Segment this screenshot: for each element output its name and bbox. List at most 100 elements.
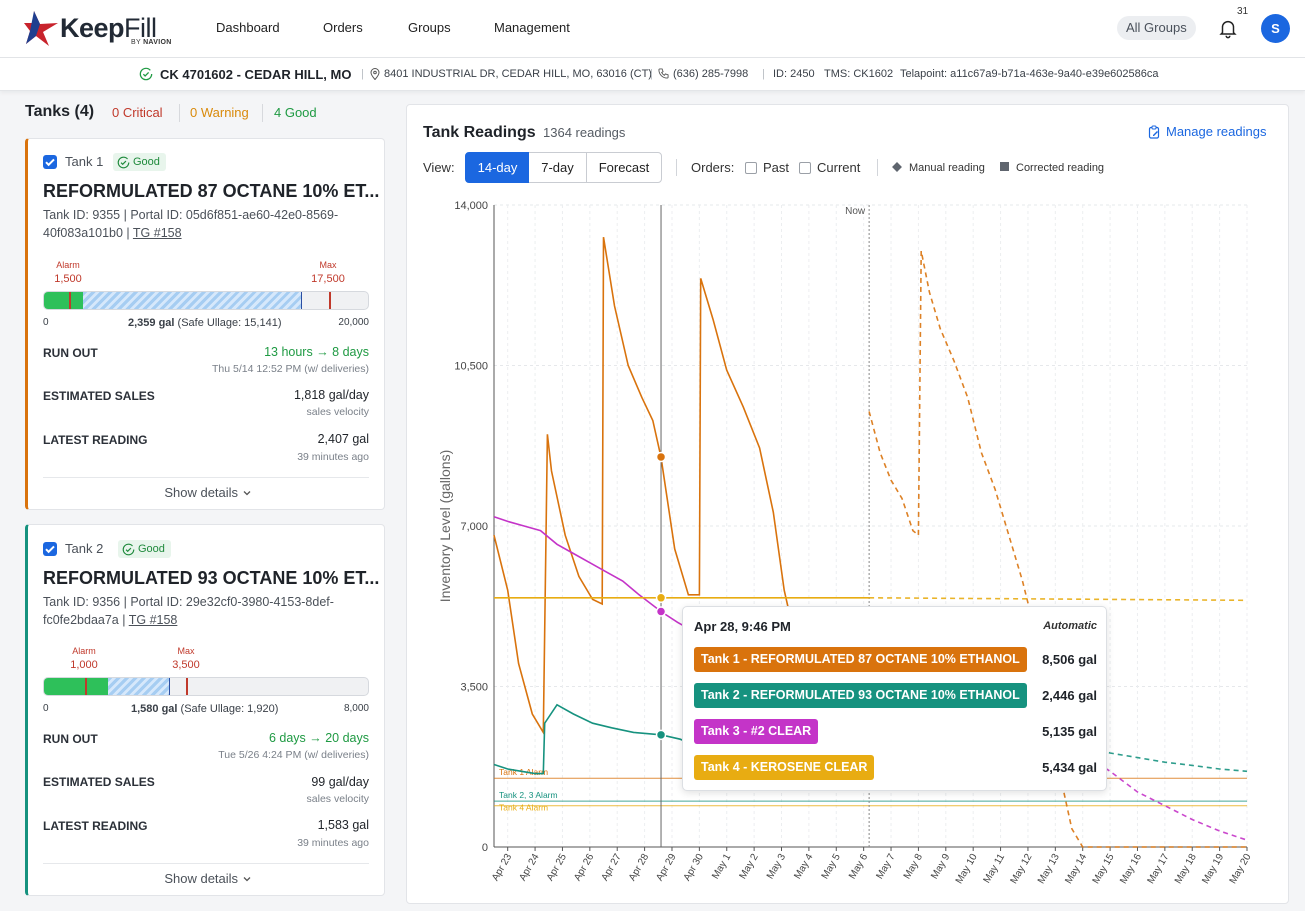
runout-value: 13 hours → 8 days <box>264 345 369 359</box>
site-tms: TMS: CK1602 <box>824 68 894 80</box>
alarm-value: 1,000 <box>70 659 98 671</box>
hover-point <box>655 451 667 463</box>
tooltip-series-value: 2,446 gal <box>1042 688 1097 703</box>
scale-max: 20,000 <box>338 317 369 328</box>
tank-name: Tank 2 <box>65 541 104 556</box>
x-tick-label: Apr 23 <box>490 852 514 883</box>
orders-current-checkbox[interactable] <box>799 162 811 174</box>
orders-past-label[interactable]: Past <box>763 160 790 175</box>
alarm-line-label: Tank 4 Alarm <box>499 803 548 813</box>
product-name: REFORMULATED 93 OCTANE 10% ET... <box>43 568 380 588</box>
site-id: ID: 2450 <box>773 68 815 80</box>
site-name: CK 4701602 - CEDAR HILL, MO <box>160 67 352 82</box>
location-pin-icon <box>370 68 380 80</box>
critical-count[interactable]: 0 Critical <box>112 105 163 120</box>
logo-brand: NAVION <box>143 39 172 46</box>
nav-groups[interactable]: Groups <box>408 20 451 35</box>
x-tick-label: Apr 27 <box>600 852 624 883</box>
reading-sub: 39 minutes ago <box>297 837 369 849</box>
x-tick-label: May 2 <box>738 852 761 881</box>
sales-sub: sales velocity <box>306 793 369 805</box>
reading-sub: 39 minutes ago <box>297 451 369 463</box>
tank-name: Tank 1 <box>65 154 104 169</box>
site-telapoint: Telapoint: a11c67a9-b71a-463e-9a40-e39e6… <box>900 68 1159 80</box>
y-tick-label: 14,000 <box>454 200 488 212</box>
view-7-day-button[interactable]: 7-day <box>529 152 587 183</box>
tank-ids-line2: fc0fe2bdaa7a | <box>43 613 129 627</box>
max-label: Max <box>319 260 337 270</box>
group-selector[interactable]: All Groups <box>1117 16 1196 40</box>
bell-icon[interactable] <box>1217 17 1239 39</box>
x-tick-label: May 14 <box>1063 852 1089 886</box>
legend-manual-reading: Manual reading <box>909 162 985 174</box>
max-marker <box>186 678 188 695</box>
x-tick-label: May 19 <box>1200 852 1226 886</box>
max-value: 3,500 <box>172 659 200 671</box>
notification-count: 31 <box>1237 6 1249 17</box>
site-info-bar: CK 4701602 - CEDAR HILL, MO | 8401 INDUS… <box>0 58 1305 91</box>
reading-value: 2,407 gal <box>317 432 369 446</box>
good-count[interactable]: 4 Good <box>274 105 317 120</box>
show-details-button[interactable]: Show details <box>43 485 373 500</box>
x-tick-label: Apr 25 <box>545 852 569 883</box>
chevron-down-icon <box>243 491 251 496</box>
y-axis-label: Inventory Level (gallons) <box>437 450 453 603</box>
nav-orders[interactable]: Orders <box>323 20 363 35</box>
tooltip-mode: Automatic <box>1043 620 1097 632</box>
product-name: REFORMULATED 87 OCTANE 10% ET... <box>43 181 380 201</box>
x-tick-label: May 16 <box>1118 852 1144 886</box>
x-tick-label: May 17 <box>1146 852 1172 886</box>
tank-checkbox[interactable] <box>43 542 57 556</box>
panel-title: Tank Readings <box>423 124 536 141</box>
tanks-title: Tanks (4) <box>25 103 95 120</box>
nav-dashboard[interactable]: Dashboard <box>216 20 280 35</box>
orders-current-label[interactable]: Current <box>817 160 861 175</box>
tank-card[interactable]: Tank 1 Good REFORMULATED 87 OCTANE 10% E… <box>25 138 385 510</box>
tank-checkbox[interactable] <box>43 155 57 169</box>
manual-reading-diamond-icon <box>892 162 902 172</box>
checkmark-icon <box>45 158 55 167</box>
status-badge: Good <box>118 540 171 558</box>
manage-readings-link[interactable]: Manage readings <box>1148 124 1266 139</box>
show-details-button[interactable]: Show details <box>43 871 373 886</box>
y-tick-label: 0 <box>482 842 488 854</box>
runout-sub: Thu 5/14 12:52 PM (w/ deliveries) <box>212 363 369 375</box>
tooltip-series-label: Tank 4 - KEROSENE CLEAR <box>694 755 875 780</box>
x-tick-label: May 15 <box>1091 852 1117 886</box>
orders-past-checkbox[interactable] <box>745 162 757 174</box>
x-tick-label: May 11 <box>982 852 1008 886</box>
tg-link[interactable]: TG #158 <box>132 226 182 240</box>
tooltip-title: Apr 28, 9:46 PM <box>694 619 791 634</box>
forecast-line <box>1082 752 1248 841</box>
tg-link[interactable]: TG #158 <box>128 613 178 627</box>
avatar[interactable]: S <box>1261 14 1290 43</box>
x-tick-label: Apr 29 <box>654 852 678 883</box>
checkmark-icon <box>45 545 55 554</box>
nav-management[interactable]: Management <box>494 20 570 35</box>
forecast-line <box>1082 745 1248 773</box>
status-label: Good <box>138 543 165 555</box>
view-forecast-button[interactable]: Forecast <box>586 152 662 183</box>
alarm-label: Alarm <box>56 260 80 270</box>
warning-count[interactable]: 0 Warning <box>190 105 249 120</box>
x-tick-label: May 8 <box>902 852 925 881</box>
tank-card[interactable]: Tank 2 Good REFORMULATED 93 OCTANE 10% E… <box>25 524 385 896</box>
x-tick-label: May 13 <box>1036 852 1062 886</box>
x-tick-label: May 6 <box>847 852 870 881</box>
tooltip-series-label: Tank 2 - REFORMULATED 93 OCTANE 10% ETHA… <box>694 683 1027 708</box>
x-tick-label: May 3 <box>765 852 788 881</box>
x-tick-label: May 10 <box>954 852 980 886</box>
logo-fill: Fill <box>124 13 157 43</box>
reading-label: LATEST READING <box>43 433 148 447</box>
y-tick-label: 7,000 <box>460 521 488 533</box>
logo-keep: Keep <box>60 13 125 43</box>
view-14-day-button[interactable]: 14-day <box>465 152 530 183</box>
fill-level <box>44 292 83 309</box>
forecast-line <box>869 597 1248 602</box>
runout-label: RUN OUT <box>43 346 98 360</box>
keepfill-logo[interactable]: KeepFill BY NAVION <box>24 9 180 51</box>
hover-point <box>655 606 667 617</box>
tank-volume: 1,580 gal (Safe Ullage: 1,920) <box>131 703 279 715</box>
status-badge: Good <box>113 153 166 171</box>
